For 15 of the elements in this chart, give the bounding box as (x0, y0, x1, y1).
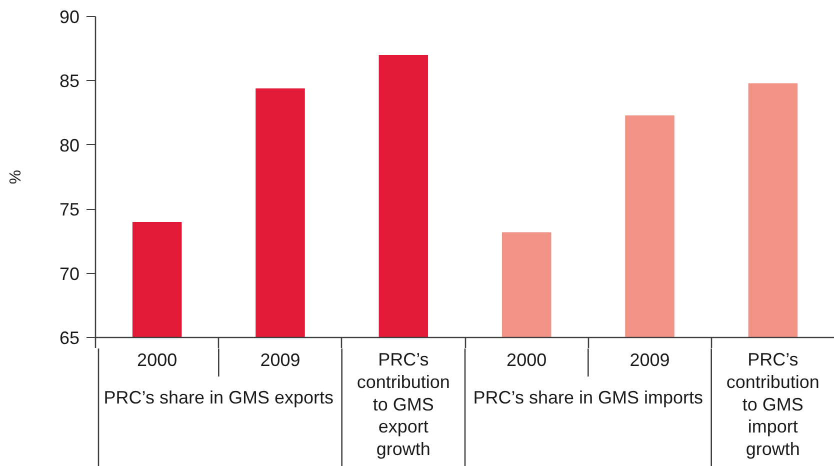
x-tick-label: 2009 (630, 350, 670, 370)
x-tick-label: PRC’s contribution to GMS import growth (726, 350, 820, 460)
y-tick-label: 80 (59, 135, 80, 156)
x-tick-label: 2000 (137, 350, 178, 370)
text: PRC’s share in GMS exports (104, 388, 334, 408)
y-tick-label: 65 (59, 328, 80, 348)
y-tick-label: 90 (59, 7, 80, 27)
y-axis-title: % (7, 170, 24, 184)
x-tick-label: 2000 (506, 350, 547, 370)
x-tick-label: 2009 (260, 350, 300, 370)
y-tick-label: 75 (59, 200, 80, 220)
y-tick-label: 85 (59, 71, 80, 92)
text: PRC’s share in GMS imports (473, 388, 704, 408)
y-tick-label: 70 (59, 264, 80, 284)
x-tick-label: PRC’s contribution to GMS export growth (356, 350, 450, 460)
